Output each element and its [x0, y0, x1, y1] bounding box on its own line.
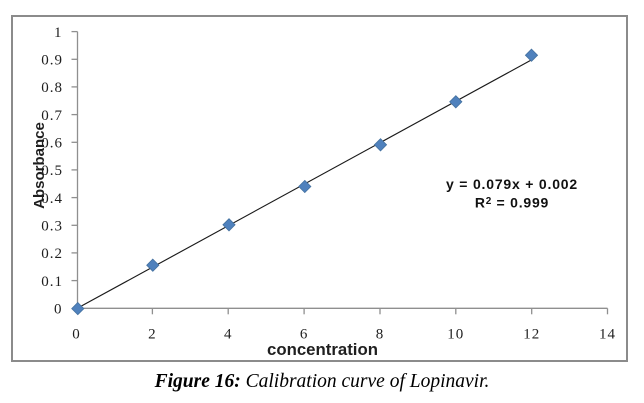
- svg-text:8: 8: [376, 327, 385, 343]
- svg-text:6: 6: [300, 327, 309, 343]
- svg-text:1: 1: [54, 25, 63, 41]
- svg-text:0.3: 0.3: [41, 219, 63, 235]
- svg-text:0.4: 0.4: [41, 191, 63, 207]
- svg-text:Absorbance: Absorbance: [31, 122, 48, 209]
- svg-text:14: 14: [599, 327, 616, 343]
- svg-text:0.9: 0.9: [41, 53, 63, 69]
- svg-text:0: 0: [72, 327, 81, 343]
- svg-text:0: 0: [54, 302, 63, 318]
- svg-text:concentration: concentration: [267, 340, 378, 359]
- svg-text:2: 2: [148, 327, 157, 343]
- svg-text:0.7: 0.7: [41, 108, 63, 124]
- svg-text:10: 10: [447, 327, 464, 343]
- svg-text:0.8: 0.8: [41, 80, 63, 96]
- svg-text:0.6: 0.6: [41, 136, 63, 152]
- svg-text:0.2: 0.2: [41, 246, 63, 262]
- svg-text:0.5: 0.5: [41, 163, 63, 179]
- svg-text:4: 4: [224, 327, 233, 343]
- svg-text:12: 12: [523, 327, 540, 343]
- svg-text:0.1: 0.1: [41, 274, 63, 290]
